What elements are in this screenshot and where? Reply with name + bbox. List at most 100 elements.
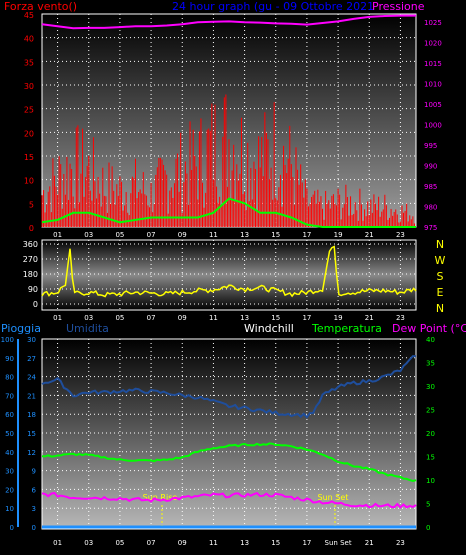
top-x-tick: 21 — [365, 231, 374, 239]
label-windchill: Windchill — [244, 322, 294, 335]
mid-marks — [41, 245, 417, 298]
wind-axis-tick: 30 — [24, 82, 34, 91]
bottom-x-tick: 15 — [271, 539, 280, 547]
humidity-axis-tick: 0 — [32, 524, 36, 532]
humidity-axis-tick: 3 — [32, 505, 36, 513]
mid-x-tick: 19 — [334, 314, 343, 322]
temperature-axis-tick: 10 — [426, 477, 435, 485]
temperature-axis-tick: 35 — [426, 360, 435, 368]
wind-axis-tick: 15 — [24, 153, 34, 162]
wind-axis-tick: 20 — [24, 129, 34, 138]
bottom-x-tick: 17 — [302, 539, 311, 547]
mid-x-tick: 09 — [178, 314, 187, 322]
direction-axis-tick: 360 — [23, 240, 38, 249]
direction-letter: S — [437, 270, 444, 283]
top-x-tick: 23 — [396, 231, 405, 239]
humidity-axis-tick: 15 — [27, 430, 36, 438]
wind-axis-tick: 25 — [24, 106, 34, 115]
humidity-axis-tick: 24 — [27, 374, 36, 382]
mid-x-tick: 01 — [53, 314, 62, 322]
pressure-axis-tick: 985 — [424, 183, 437, 191]
rain-axis-tick: 20 — [5, 486, 14, 494]
bottom-x-tick: 03 — [84, 539, 93, 547]
top-label-wind: Forza vento() — [4, 0, 77, 13]
pressure-axis-tick: 1005 — [424, 101, 442, 109]
label-pioggia: Pioggia — [1, 322, 41, 335]
bottom-x-tick: 11 — [209, 539, 218, 547]
wind-axis-tick: 5 — [29, 200, 34, 209]
temperature-line — [41, 442, 417, 483]
humidity-axis-tick: 18 — [27, 411, 36, 419]
mid-x-tick: 17 — [302, 314, 311, 322]
top-x-tick: 19 — [334, 231, 343, 239]
rain-axis-tick: 100 — [1, 336, 14, 344]
bottom-x-tick: 05 — [115, 539, 124, 547]
temperature-axis-tick: 15 — [426, 454, 435, 462]
direction-axis-tick: 0 — [33, 300, 38, 309]
rain-axis-tick: 30 — [5, 468, 14, 476]
bottom-axis-labels: 0102030405060708090100036912151821242730… — [1, 336, 435, 547]
mid-x-tick: 03 — [84, 314, 93, 322]
top-x-tick: 17 — [302, 231, 311, 239]
mid-x-tick: 05 — [115, 314, 124, 322]
temperature-axis-tick: 30 — [426, 383, 435, 391]
direction-line — [41, 245, 417, 298]
humidity-axis-tick: 27 — [27, 355, 36, 363]
mid-x-tick: 07 — [147, 314, 156, 322]
direction-letter: N — [436, 238, 444, 251]
direction-axis-tick: 180 — [23, 270, 38, 279]
bottom-x-tick: Sun Set — [325, 539, 352, 547]
rain-axis-tick: 60 — [5, 411, 14, 419]
bottom-x-tick: 01 — [53, 539, 62, 547]
humidity-axis-tick: 21 — [27, 392, 36, 400]
mid-x-tick: 21 — [365, 314, 374, 322]
wind-axis-tick: 0 — [29, 224, 34, 233]
rain-axis-tick: 0 — [10, 524, 14, 532]
top-x-tick: 15 — [271, 231, 280, 239]
wind-axis-tick: 45 — [24, 11, 34, 20]
label-dewpoint: Dew Point (°C) — [392, 322, 466, 335]
pressure-axis-tick: 980 — [424, 204, 437, 212]
top-x-tick: 09 — [178, 231, 187, 239]
bottom-x-tick: 21 — [365, 539, 374, 547]
label-umidita: Umidita — [66, 322, 109, 335]
label-temperatura: Temperatura — [311, 322, 382, 335]
top-x-tick: 11 — [209, 231, 218, 239]
sunset-label: Sun Set — [318, 493, 349, 502]
temperature-axis-tick: 25 — [426, 407, 435, 415]
top-marks — [41, 14, 416, 228]
top-x-tick: 05 — [115, 231, 124, 239]
direction-letter: N — [436, 302, 444, 315]
bottom-marks: Sun Rise Sun Set — [41, 355, 417, 529]
rain-axis-tick: 90 — [5, 355, 14, 363]
pressure-axis-tick: 995 — [424, 142, 437, 150]
mid-x-tick: 23 — [396, 314, 405, 322]
pressure-axis-tick: 975 — [424, 224, 437, 232]
pressure-line — [41, 14, 416, 30]
rain-axis-tick: 40 — [5, 449, 14, 457]
pressure-axis-tick: 1020 — [424, 40, 442, 48]
bottom-panel-bg — [41, 338, 417, 530]
pressure-axis-tick: 1010 — [424, 81, 442, 89]
top-x-tick: 03 — [84, 231, 93, 239]
pressure-axis-tick: 1015 — [424, 60, 442, 68]
direction-axis-tick: 90 — [28, 285, 38, 294]
bottom-x-tick: 09 — [178, 539, 187, 547]
pressure-axis-tick: 1025 — [424, 19, 442, 27]
humidity-axis-tick: 9 — [32, 468, 36, 476]
humidity-axis-tick: 6 — [32, 486, 37, 494]
pressure-axis-tick: 990 — [424, 163, 437, 171]
rain-axis-tick: 70 — [5, 392, 14, 400]
temperature-axis-tick: 0 — [426, 524, 430, 532]
dewpoint-line — [41, 491, 417, 509]
top-axis-labels: 0510152025303540459759809859909951000100… — [24, 11, 442, 239]
direction-letter: W — [435, 254, 446, 267]
mid-x-tick: 13 — [240, 314, 249, 322]
direction-letter: E — [437, 286, 444, 299]
humidity-axis-tick: 12 — [27, 449, 36, 457]
rain-axis-tick: 80 — [5, 374, 14, 382]
rain-axis-tick: 10 — [5, 505, 14, 513]
pressure-axis-tick: 1000 — [424, 122, 442, 130]
temperature-axis-tick: 5 — [426, 501, 430, 509]
